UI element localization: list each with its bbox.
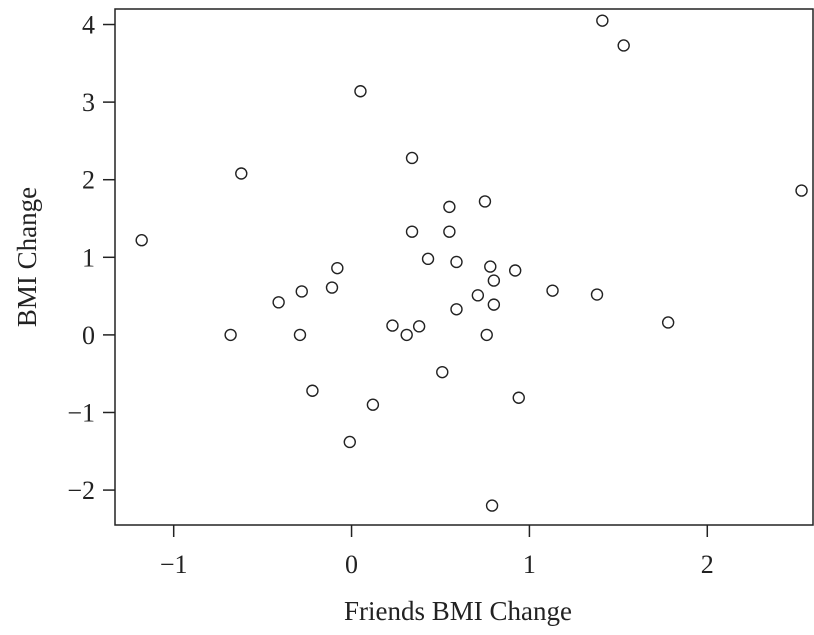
- y-tick-label: −1: [67, 398, 95, 427]
- data-point: [306, 384, 319, 397]
- y-tick-label: 1: [82, 243, 95, 272]
- data-point: [590, 288, 604, 301]
- data-point: [400, 328, 413, 342]
- y-axis: −2 −1 0 1 2 3 4: [67, 11, 115, 505]
- data-point: [484, 260, 497, 273]
- data-point: [596, 14, 609, 27]
- data-point: [293, 328, 307, 342]
- data-point: [471, 289, 485, 302]
- x-axis-title: Friends BMI Change: [344, 596, 572, 626]
- data-point: [405, 225, 419, 238]
- x-tick-label: 0: [345, 550, 358, 579]
- data-point: [224, 328, 237, 342]
- y-tick-label: 0: [82, 321, 95, 350]
- data-points: [135, 14, 808, 512]
- data-point: [485, 499, 499, 512]
- data-point: [135, 234, 148, 247]
- y-tick-label: −2: [67, 476, 95, 505]
- x-tick-label: 2: [701, 550, 714, 579]
- data-point: [546, 284, 559, 297]
- data-point: [331, 261, 344, 275]
- data-point: [443, 200, 456, 214]
- data-point: [272, 296, 285, 309]
- x-axis: −1 0 1 2: [160, 525, 714, 579]
- data-point: [421, 252, 435, 266]
- data-point: [443, 225, 456, 238]
- data-point: [354, 85, 367, 98]
- data-point: [386, 319, 399, 332]
- data-point: [512, 391, 525, 404]
- data-point: [412, 320, 426, 333]
- y-tick-label: 2: [82, 166, 95, 195]
- data-point: [343, 435, 356, 449]
- data-point: [450, 303, 463, 316]
- y-tick-label: 4: [82, 11, 95, 40]
- y-axis-title: BMI Change: [12, 187, 42, 327]
- x-tick-label: 1: [523, 550, 536, 579]
- data-point: [450, 255, 463, 269]
- data-point: [617, 39, 630, 52]
- x-tick-label: −1: [160, 550, 188, 579]
- data-point: [366, 398, 380, 411]
- plot-frame: [114, 8, 814, 526]
- data-point: [436, 365, 449, 379]
- y-tick-label: 3: [82, 88, 95, 117]
- data-point: [478, 195, 492, 208]
- data-point: [295, 285, 308, 298]
- data-point: [480, 328, 493, 342]
- data-point: [405, 151, 419, 165]
- plot-frame-group: [114, 8, 814, 526]
- data-point: [487, 274, 501, 287]
- data-point: [487, 298, 501, 311]
- data-point: [508, 264, 522, 277]
- data-point: [325, 281, 339, 294]
- data-point: [661, 316, 675, 329]
- data-point: [795, 184, 808, 197]
- data-point: [235, 167, 248, 180]
